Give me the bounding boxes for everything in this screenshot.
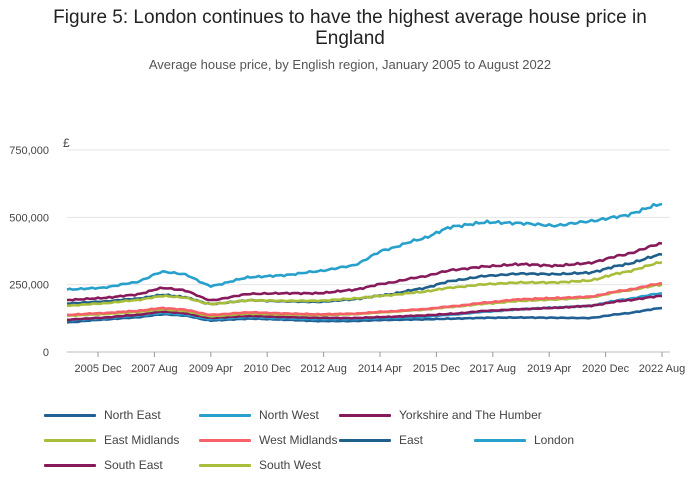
legend-swatch xyxy=(44,438,96,442)
legend-swatch xyxy=(199,413,251,417)
legend-label: East Midlands xyxy=(104,433,180,447)
legend-swatch xyxy=(44,413,96,417)
legend-label: West Midlands xyxy=(259,433,338,447)
series-line-yorkshire-and-the-humber xyxy=(66,294,662,322)
legend-swatch xyxy=(199,438,251,442)
x-tick-label: 2020 Dec xyxy=(582,363,630,375)
legend-item-yorkshire-and-the-humber[interactable]: Yorkshire and The Humber xyxy=(339,405,542,425)
gridlines xyxy=(67,149,670,353)
series-line-west-midlands xyxy=(66,282,663,317)
x-tick-label: 2009 Apr xyxy=(189,363,233,375)
chart-title: Figure 5: London continues to have the h… xyxy=(53,7,647,49)
series-line-london xyxy=(66,202,663,291)
y-tick-label: 500,000 xyxy=(9,212,49,224)
x-tick-label: 2014 Apr xyxy=(358,363,402,375)
legend-label: London xyxy=(534,433,575,447)
legend-swatch xyxy=(199,463,251,467)
legend-item-north-west[interactable]: North West xyxy=(199,405,319,425)
legend-item-east-midlands[interactable]: East Midlands xyxy=(44,430,179,450)
legend-item-east[interactable]: East xyxy=(339,430,423,450)
x-tick-label: 2017 Aug xyxy=(470,363,517,375)
y-axis-ticks: 0 250,000 500,000 750,000 xyxy=(9,145,49,359)
legend-swatch xyxy=(474,438,526,442)
legend-label: North East xyxy=(104,408,161,422)
y-axis-unit-label: £ xyxy=(63,136,70,150)
legend-item-south-west[interactable]: South West xyxy=(199,455,321,475)
legend-item-london[interactable]: London xyxy=(474,430,574,450)
legend-swatch xyxy=(44,463,96,467)
x-axis-ticks: 2005 Dec 2007 Aug 2009 Apr 2010 Dec 2012 Aug… xyxy=(74,352,685,375)
legend-item-south-east[interactable]: South East xyxy=(44,455,163,475)
y-tick-label: 750,000 xyxy=(9,145,49,157)
chart-subtitle: Average house price, by English region, … xyxy=(148,57,552,72)
legend-item-north-east[interactable]: North East xyxy=(44,405,161,425)
x-tick-label: 2012 Aug xyxy=(300,363,347,375)
legend-swatch xyxy=(339,438,391,442)
series-line-south-west xyxy=(67,261,663,307)
series-lines xyxy=(66,202,663,324)
x-tick-label: 2005 Dec xyxy=(74,363,122,375)
legend-label: East xyxy=(399,433,424,447)
series-line-south-east xyxy=(66,241,663,302)
legend-item-west-midlands[interactable]: West Midlands xyxy=(199,430,337,450)
x-tick-label: 2022 Aug xyxy=(639,363,686,375)
x-tick-label: 2015 Dec xyxy=(413,363,461,375)
y-tick-label: 250,000 xyxy=(9,280,49,292)
legend-label: North West xyxy=(259,408,319,422)
legend-label: South West xyxy=(259,458,321,472)
legend-label: South East xyxy=(104,458,163,472)
y-tick-label: 0 xyxy=(43,347,49,359)
x-tick-label: 2007 Aug xyxy=(131,363,178,375)
legend-swatch xyxy=(339,413,391,417)
legend-label: Yorkshire and The Humber xyxy=(399,408,542,422)
x-tick-label: 2010 Dec xyxy=(244,363,292,375)
x-tick-label: 2019 Apr xyxy=(527,363,571,375)
